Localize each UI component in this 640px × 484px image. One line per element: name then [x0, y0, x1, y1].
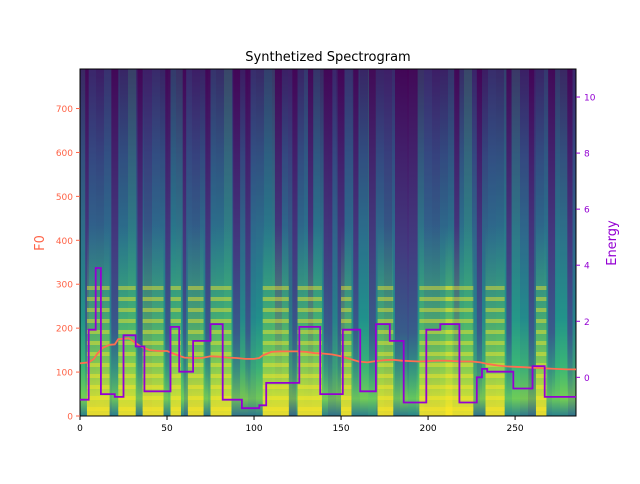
y-axis-label-f0: F0 — [33, 235, 48, 251]
silence-band — [245, 69, 251, 399]
f0-tick-label: 500 — [56, 193, 73, 203]
texture-column — [544, 69, 552, 416]
f0-tick-label: 600 — [56, 149, 73, 159]
texture-column — [160, 69, 168, 416]
texture-column — [472, 69, 480, 416]
texture-column — [256, 69, 264, 416]
x-axis: 0 50 100 150 200 250 — [77, 416, 524, 434]
texture-column — [552, 69, 560, 416]
texture-column — [512, 69, 520, 416]
f0-tick-label: 0 — [67, 413, 73, 423]
harmonic-stripes — [187, 284, 204, 416]
silence-band — [506, 69, 512, 399]
y-axis-label-energy: Energy — [605, 220, 620, 266]
f0-tick-label: 300 — [56, 281, 73, 291]
texture-column — [520, 69, 528, 416]
texture-column — [200, 69, 208, 416]
texture-column — [80, 69, 88, 416]
x-tick-label: 100 — [245, 424, 262, 434]
f0-tick-label: 100 — [56, 369, 73, 379]
spectrogram-heatmap — [80, 69, 576, 416]
harmonic-stripes — [535, 284, 547, 416]
harmonic-stripes — [377, 284, 394, 416]
y-axis-energy: 0 2 4 6 8 10 — [576, 94, 596, 384]
plot-frame — [79, 68, 577, 417]
energy-tick-label: 8 — [584, 150, 590, 160]
energy-tick-label: 0 — [584, 374, 590, 384]
silence-band — [548, 69, 556, 399]
x-tick-label: 200 — [419, 424, 436, 434]
f0-tick-label: 200 — [56, 325, 73, 335]
harmonic-stripes — [341, 284, 352, 416]
x-tick-label: 250 — [506, 424, 523, 434]
x-tick-label: 0 — [77, 424, 83, 434]
silence-band — [476, 69, 483, 399]
energy-tick-label: 10 — [584, 94, 596, 104]
f0-tick-label: 400 — [56, 237, 73, 247]
silence-band — [368, 69, 376, 399]
silence-band — [292, 69, 298, 399]
silence-band — [407, 69, 418, 399]
energy-tick-label: 2 — [584, 318, 590, 328]
silence-band — [353, 69, 359, 399]
texture-column — [360, 69, 368, 416]
harmonic-stripes — [297, 284, 322, 416]
energy-tick-label: 4 — [584, 262, 590, 272]
texture-column — [288, 69, 296, 416]
silence-band — [567, 69, 573, 399]
silence-band — [529, 69, 535, 399]
harmonic-stripes — [86, 284, 110, 416]
x-tick-label: 50 — [161, 424, 173, 434]
energy-line — [80, 267, 576, 410]
f0-tick-label: 700 — [56, 105, 73, 115]
chart-series — [80, 267, 576, 410]
harmonic-stripes — [170, 284, 181, 416]
texture-column — [560, 69, 568, 416]
chart-title: Synthetized Spectrogram — [245, 50, 410, 65]
silence-band — [233, 69, 241, 399]
texture-column — [240, 69, 248, 416]
silence-band — [165, 69, 171, 399]
silence-band — [137, 69, 143, 399]
silence-band — [337, 69, 345, 399]
silence-band — [182, 69, 187, 399]
texture-column — [480, 69, 488, 416]
x-tick-label: 150 — [332, 424, 349, 434]
silence-band — [205, 69, 211, 399]
silence-band — [323, 69, 333, 399]
harmonic-stripes — [485, 284, 505, 416]
y-axis-f0: 0 100 200 300 400 500 600 700 — [56, 105, 80, 423]
harmonic-stripes — [210, 284, 232, 416]
silence-band — [111, 69, 119, 399]
texture-column — [248, 69, 256, 416]
silence-band — [395, 69, 409, 399]
energy-tick-label: 6 — [584, 206, 590, 216]
